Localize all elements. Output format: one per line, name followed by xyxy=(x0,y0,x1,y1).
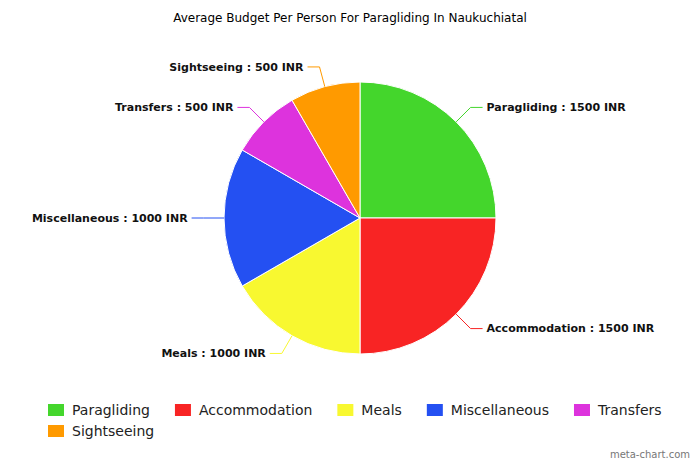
legend-item: Miscellaneous xyxy=(427,402,549,418)
leader-line xyxy=(308,67,325,87)
slice xyxy=(360,82,496,218)
legend-item: Sightseeing xyxy=(48,423,154,439)
leader-line xyxy=(270,336,292,354)
legend-item: Paragliding xyxy=(48,402,150,418)
leader-line xyxy=(237,107,263,121)
data-label: Meals : 1000 INR xyxy=(161,347,266,360)
legend-label: Sightseeing xyxy=(72,423,154,439)
legend-swatch xyxy=(48,404,64,416)
legend-swatch xyxy=(337,404,353,416)
legend-item: Transfers xyxy=(574,402,662,418)
data-label: Sightseeing : 500 INR xyxy=(169,61,304,74)
legend-label: Accommodation xyxy=(199,402,312,418)
legend-swatch xyxy=(48,425,64,437)
legend-label: Miscellaneous xyxy=(451,402,549,418)
pie xyxy=(224,82,496,354)
data-labels: Paragliding : 1500 INR Accommodation : 15… xyxy=(32,61,655,361)
legend-swatch xyxy=(175,404,191,416)
legend: Paragliding Accommodation Meals Miscellaneo… xyxy=(48,402,662,439)
annotation: meta-chart.com xyxy=(610,449,690,460)
legend-swatch xyxy=(574,404,590,416)
legend-item: Accommodation xyxy=(175,402,312,418)
data-label: Transfers : 500 INR xyxy=(115,101,234,114)
title: Average Budget Per Person For Paraglidin… xyxy=(173,11,527,25)
data-label: Accommodation : 1500 INR xyxy=(487,322,655,335)
leader-line xyxy=(456,314,482,328)
legend-label: Paragliding xyxy=(72,402,150,418)
legend-label: Transfers xyxy=(597,402,662,418)
slice xyxy=(292,82,360,218)
legend-item: Meals xyxy=(337,402,401,418)
legend-label: Meals xyxy=(361,402,401,418)
leader-line xyxy=(192,218,224,219)
leader-line xyxy=(456,107,482,121)
data-label: Miscellaneous : 1000 INR xyxy=(32,212,188,225)
slice xyxy=(360,218,496,354)
data-label: Paragliding : 1500 INR xyxy=(487,101,627,114)
chart: Average Budget Per Person For Paraglidin… xyxy=(0,0,700,466)
legend-swatch xyxy=(427,404,443,416)
